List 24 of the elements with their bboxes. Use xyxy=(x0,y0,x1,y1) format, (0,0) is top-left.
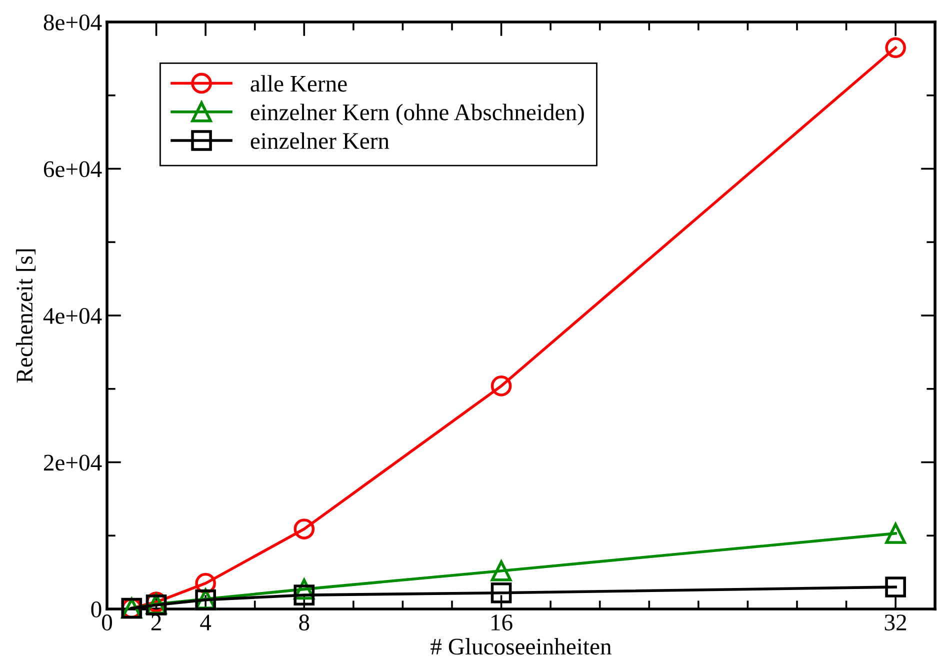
x-tick-label: 16 xyxy=(492,614,512,630)
point xyxy=(885,37,906,58)
y-axis-title: Rechenzeit [s] xyxy=(16,249,36,383)
point xyxy=(490,582,512,604)
point xyxy=(885,576,906,598)
point xyxy=(490,560,512,582)
legend-label: einzelner Kern xyxy=(250,132,390,149)
y-tick-label: 4e+04 xyxy=(43,308,102,324)
legend-label: alle Kerne xyxy=(250,75,347,92)
point xyxy=(294,518,315,540)
y-tick-label: 0 xyxy=(91,601,102,618)
x-tick-label: 8 xyxy=(299,614,310,630)
y-tick-label: 8e+04 xyxy=(44,14,102,30)
point xyxy=(885,523,906,544)
x-axis-title: # Glucoseeinheiten xyxy=(430,638,612,655)
x-tick-label: 32 xyxy=(884,614,906,630)
point xyxy=(294,584,315,606)
y-tick-label: 6e+04 xyxy=(44,161,102,178)
point xyxy=(490,376,512,396)
legend-label: einzelner Kern (ohne Abschneiden) xyxy=(250,104,584,126)
x-tick-label: 0 xyxy=(102,614,112,630)
y-tick-label: 2e+04 xyxy=(44,454,102,471)
x-tick-label: 2 xyxy=(151,614,161,630)
x-tick-label: 4 xyxy=(200,614,212,630)
